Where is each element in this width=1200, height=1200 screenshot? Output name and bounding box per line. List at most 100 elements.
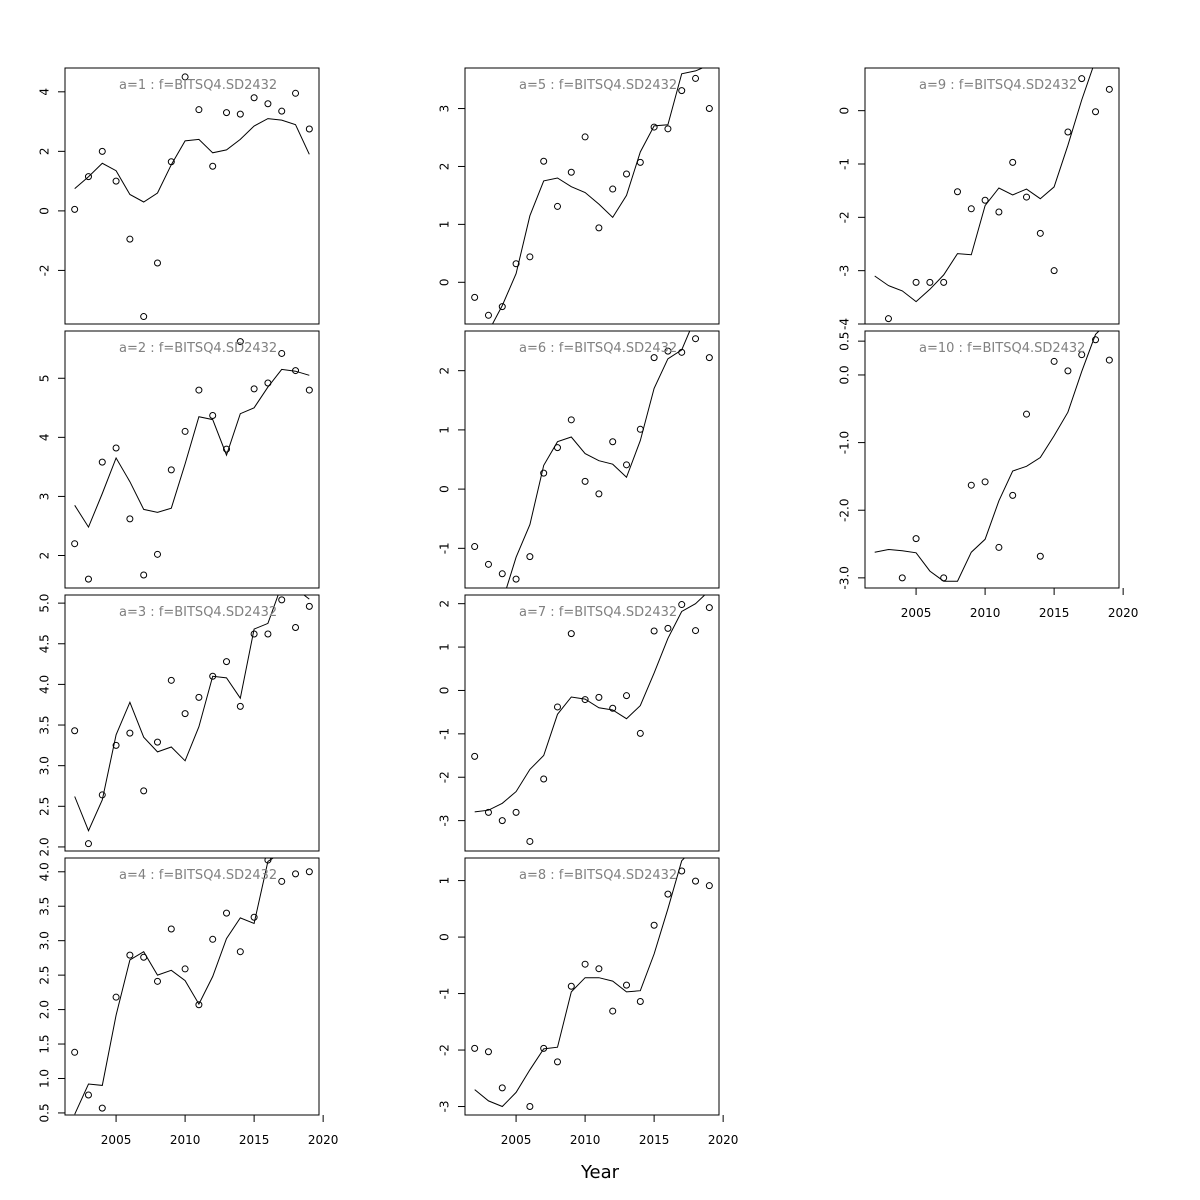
panel-9: -4 -3 -2 -1 0 a=9 : f=BITSQ4.SD2432 xyxy=(838,67,1120,330)
data-point xyxy=(181,73,189,81)
panel-title: a=6 : f=BITSQ4.SD2432 xyxy=(519,341,677,356)
data-layer xyxy=(874,331,1113,582)
y-tick-label: -3.0 xyxy=(838,566,852,589)
data-point xyxy=(98,147,106,155)
data-point xyxy=(292,870,300,878)
x-tick-label: 2010 xyxy=(170,1133,201,1147)
y-tick-label: 1 xyxy=(438,221,452,229)
data-point xyxy=(1050,357,1058,365)
y-tick-label: 0 xyxy=(438,278,452,286)
plot-frame xyxy=(464,330,720,589)
data-point xyxy=(292,367,300,375)
data-point xyxy=(484,311,492,319)
data-point xyxy=(581,133,589,141)
data-point xyxy=(1009,491,1017,499)
data-point xyxy=(223,658,231,666)
data-point xyxy=(236,948,244,956)
y-tick-label: 3.0 xyxy=(38,931,52,950)
y-tick-label: -2 xyxy=(438,771,452,783)
data-point xyxy=(995,543,1003,551)
y-tick-label: -1 xyxy=(438,542,452,554)
data-point xyxy=(167,925,175,933)
data-point xyxy=(181,427,189,435)
x-tick-label: 2015 xyxy=(239,1133,270,1147)
y-tick-label: 3.5 xyxy=(38,897,52,916)
y-tick-label: -3 xyxy=(438,815,452,827)
data-point xyxy=(898,574,906,582)
data-point xyxy=(650,354,658,362)
data-layer xyxy=(471,331,713,588)
y-tick-label: 5.0 xyxy=(38,594,52,613)
data-point xyxy=(167,466,175,474)
y-tick-label: -2 xyxy=(438,1044,452,1056)
data-point xyxy=(1036,552,1044,560)
data-point xyxy=(278,877,286,885)
data-point xyxy=(967,481,975,489)
data-point xyxy=(553,703,561,711)
data-point xyxy=(553,444,561,452)
data-point xyxy=(650,921,658,929)
data-point xyxy=(512,808,520,816)
data-point xyxy=(692,627,700,635)
data-point xyxy=(1023,193,1031,201)
y-tick-label: 4 xyxy=(38,88,52,96)
x-tick-label: 2015 xyxy=(1039,606,1070,620)
data-point xyxy=(84,840,92,848)
data-point xyxy=(553,1058,561,1066)
data-point xyxy=(181,965,189,973)
data-point xyxy=(664,125,672,133)
data-point xyxy=(250,385,258,393)
data-point xyxy=(1064,128,1072,136)
panel-1: -2 0 2 4 a=1 : f=BITSQ4.SD2432 xyxy=(38,67,320,325)
data-point xyxy=(567,168,575,176)
data-point xyxy=(526,1103,534,1111)
y-tick-label: 1 xyxy=(438,426,452,434)
data-point xyxy=(484,808,492,816)
y-tick-label: 2 xyxy=(438,600,452,608)
data-point xyxy=(553,202,561,210)
fit-line xyxy=(874,331,1100,582)
data-point xyxy=(292,624,300,632)
y-tick-label: 2.5 xyxy=(38,797,52,816)
y-tick-label: 3.5 xyxy=(38,715,52,734)
y-tick-label: 2.0 xyxy=(38,1000,52,1019)
data-point xyxy=(264,630,272,638)
data-point xyxy=(84,1091,92,1099)
data-point xyxy=(567,416,575,424)
data-point xyxy=(678,601,686,609)
data-point xyxy=(98,1104,106,1112)
data-point xyxy=(636,997,644,1005)
data-point xyxy=(623,170,631,178)
data-point xyxy=(112,993,120,1001)
data-point xyxy=(1064,367,1072,375)
data-point xyxy=(540,775,548,783)
x-tick-label: 2005 xyxy=(101,1133,132,1147)
data-point xyxy=(498,1084,506,1092)
data-point xyxy=(250,630,258,638)
data-layer xyxy=(471,68,713,324)
data-point xyxy=(250,913,258,921)
y-tick-label: 4.0 xyxy=(38,862,52,881)
y-tick-label: 0 xyxy=(38,207,52,215)
y-tick-label: 4.0 xyxy=(38,675,52,694)
data-point xyxy=(126,515,134,523)
data-point xyxy=(195,693,203,701)
fit-line xyxy=(74,368,310,529)
y-tick-label: 2.0 xyxy=(38,837,52,856)
data-point xyxy=(678,348,686,356)
fit-line xyxy=(506,331,691,588)
data-point xyxy=(650,123,658,131)
fit-line xyxy=(74,858,310,1115)
data-point xyxy=(153,977,161,985)
data-point xyxy=(678,867,686,875)
y-tick-label: -1.0 xyxy=(838,431,852,454)
data-point xyxy=(195,1001,203,1009)
y-tick-label: 0.0 xyxy=(838,365,852,384)
panel-10: -3.0 -2.0 -1.0 0.0 0.5 2005 2010 2015 2020 a=10 :… xyxy=(838,330,1138,620)
data-point xyxy=(705,604,713,612)
y-tick-label: 2 xyxy=(438,367,452,375)
y-tick-label: 1 xyxy=(438,643,452,651)
data-point xyxy=(140,571,148,579)
data-point xyxy=(84,575,92,583)
